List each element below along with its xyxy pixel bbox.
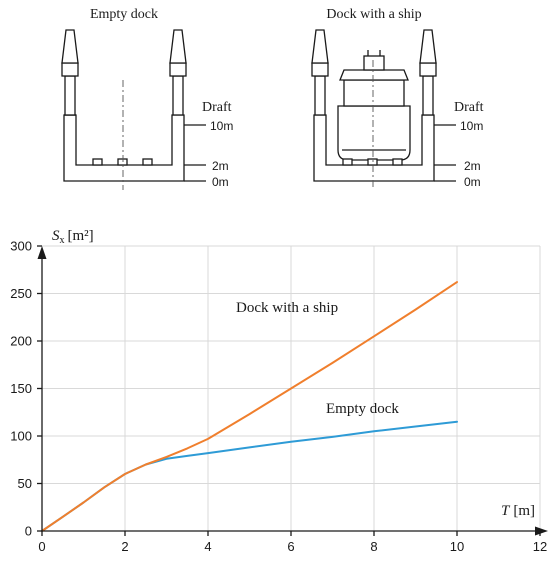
keel-block [367,158,378,166]
x-axis-label: T [m] [501,503,535,519]
keel-block [92,158,103,166]
x-tick-label: 12 [533,539,547,554]
level-10m: 10m [460,119,483,133]
keel-block [392,158,403,166]
level-2m: 2m [212,159,229,173]
y-tick-label: 300 [10,239,32,254]
empty-dock-diagram: Empty dock Draft 10m 2m 0m [61,7,233,190]
x-tick-label: 8 [370,539,377,554]
series-label-dock-with-ship: Dock with a ship [236,300,338,316]
chart-axes [37,246,548,536]
x-tick-label: 2 [121,539,128,554]
y-tick-label: 50 [18,476,32,491]
empty-dock-title: Empty dock [90,7,158,22]
series-label-empty-dock: Empty dock [326,401,399,417]
x-axis-arrow [535,526,548,536]
series-line-dock-with-a-ship [41,281,458,532]
level-2m: 2m [464,159,481,173]
chart-series [41,281,458,532]
empty-dock-right-tower [169,29,187,116]
y-tick-label: 200 [10,334,32,349]
empty-dock-draft-label: Draft [202,100,232,115]
ship-dock-right-tower [419,29,437,116]
y-tick-label: 150 [10,381,32,396]
y-tick-label: 100 [10,429,32,444]
ship-dock-draft-label: Draft [454,100,484,115]
empty-dock-left-tower [61,29,79,116]
x-tick-label: 4 [204,539,211,554]
empty-dock-hull [63,114,185,182]
x-tick-label: 0 [38,539,45,554]
level-0m: 0m [212,175,229,189]
y-axis-label: Sx [m²] [52,228,94,246]
ship-dock-hull [313,114,435,182]
y-axis-arrow [37,246,47,259]
keel-block [342,158,353,166]
ship [337,50,411,161]
level-0m: 0m [464,175,481,189]
x-tick-label: 10 [450,539,464,554]
ship-dock-left-tower [311,29,329,116]
keel-block [142,158,153,166]
keel-block [117,158,128,166]
ship-dock-diagram: Dock with a ship Draft 10m [311,7,484,190]
y-tick-label: 0 [25,524,32,539]
ship-dock-title: Dock with a ship [326,7,421,22]
chart-ticks: 0 2 4 6 8 10 12 0 50 100 150 200 250 300 [10,239,547,555]
x-tick-label: 6 [287,539,294,554]
level-10m: 10m [210,119,233,133]
series-line-empty-dock [41,420,458,532]
y-tick-label: 250 [10,286,32,301]
